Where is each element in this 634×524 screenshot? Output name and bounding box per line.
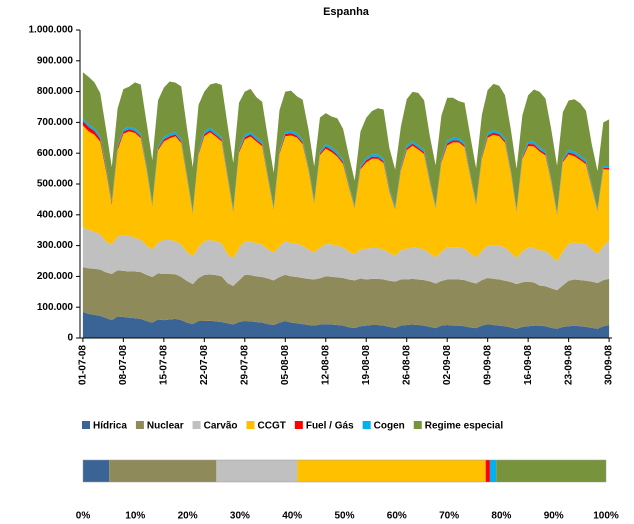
- x-tick-label: 40%: [282, 511, 302, 522]
- x-tick-label: 01-07-08: [78, 345, 89, 385]
- y-tick-label: 400.000: [37, 209, 74, 220]
- legend-label: Nuclear: [147, 421, 184, 432]
- x-tick-label: 19-08-08: [361, 345, 372, 385]
- bar-segment: [83, 460, 110, 482]
- x-tick-label: 10%: [125, 511, 145, 522]
- x-tick-label: 05-08-08: [280, 345, 291, 385]
- x-tick-label: 60%: [387, 511, 407, 522]
- bar-segment: [109, 460, 217, 482]
- legend-swatch: [294, 421, 303, 429]
- x-tick-label: 23-09-08: [563, 345, 574, 385]
- bar-segment: [496, 460, 606, 482]
- x-tick-label: 15-07-08: [158, 345, 169, 385]
- x-tick-label: 02-09-08: [442, 345, 453, 385]
- legend-swatch: [192, 421, 201, 429]
- x-tick-label: 29-07-08: [239, 345, 250, 385]
- bar-segment: [489, 460, 497, 482]
- x-tick-label: 22-07-08: [199, 345, 210, 385]
- area: [82, 267, 610, 329]
- area: [82, 311, 610, 338]
- legend-label: Cogen: [374, 421, 405, 432]
- x-tick-label: 30%: [230, 511, 250, 522]
- area: [82, 125, 610, 261]
- bar-segment: [216, 460, 298, 482]
- x-tick-label: 50%: [334, 511, 354, 522]
- legend-label: Hídrica: [93, 421, 127, 432]
- legend-swatch: [362, 421, 371, 429]
- x-tick-label: 20%: [178, 511, 198, 522]
- x-tick-label: 09-09-08: [482, 345, 493, 385]
- x-tick-label: 70%: [439, 511, 459, 522]
- x-tick-label: 30-09-08: [604, 345, 615, 385]
- area: [82, 227, 610, 291]
- y-tick-label: 700.000: [37, 117, 74, 128]
- legend-swatch: [246, 421, 255, 429]
- y-tick-label: 300.000: [37, 240, 74, 251]
- x-tick-label: 80%: [491, 511, 511, 522]
- y-tick-label: 1.000.000: [29, 25, 74, 36]
- y-tick-label: 900.000: [37, 55, 74, 66]
- legend-swatch: [135, 421, 144, 429]
- y-tick-label: 500.000: [37, 179, 74, 190]
- x-tick-label: 26-08-08: [401, 345, 412, 385]
- x-tick-label: 12-08-08: [320, 345, 331, 385]
- y-tick-label: 200.000: [37, 271, 74, 282]
- legend-label: Regime especial: [425, 421, 504, 432]
- legend-swatch: [82, 421, 90, 429]
- bar-frame: [82, 459, 607, 483]
- legend-label: CCGT: [258, 421, 286, 432]
- x-tick-label: 0%: [76, 511, 91, 522]
- legend-label: Carvão: [204, 421, 238, 432]
- bar-segment: [485, 460, 490, 482]
- x-tick-label: 08-07-08: [118, 345, 129, 385]
- y-tick-label: 100.000: [37, 302, 74, 313]
- y-tick-label: 800.000: [37, 86, 74, 97]
- y-tick-label: 0: [67, 333, 73, 344]
- chart-title: Espanha: [323, 6, 370, 18]
- legend-swatch: [413, 421, 422, 429]
- x-tick-label: 100%: [593, 511, 619, 522]
- x-tick-label: 16-09-08: [523, 345, 534, 385]
- legend-label: Fuel / Gás: [306, 421, 354, 432]
- x-tick-label: 90%: [544, 511, 564, 522]
- y-tick-label: 600.000: [37, 148, 74, 159]
- bar-segment: [297, 460, 486, 482]
- area: [82, 72, 610, 213]
